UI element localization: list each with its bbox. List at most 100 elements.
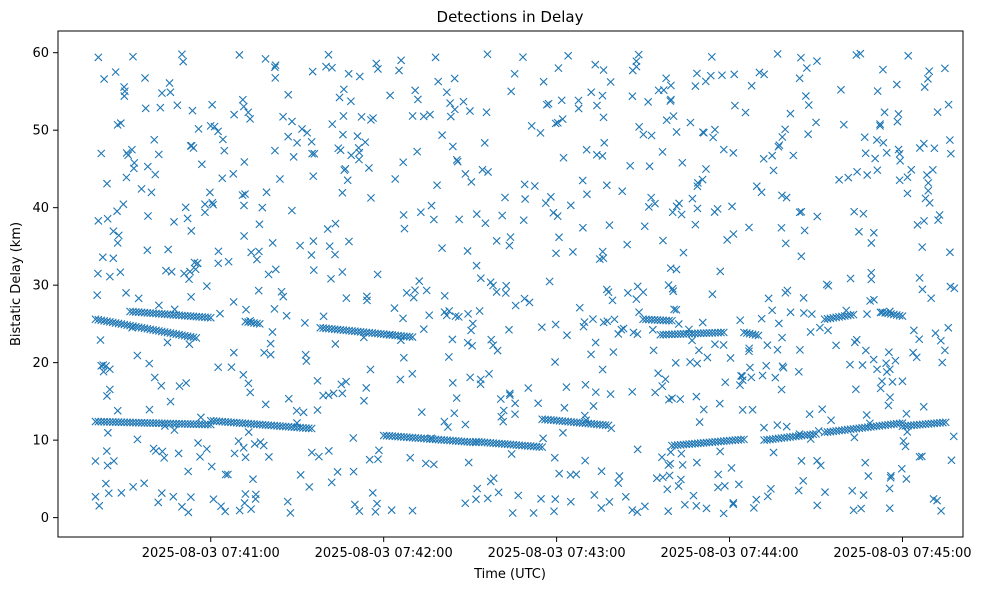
data-point xyxy=(666,95,675,104)
data-point xyxy=(338,130,347,139)
data-point xyxy=(258,203,267,212)
data-point xyxy=(468,341,477,350)
data-point xyxy=(797,207,806,216)
data-point xyxy=(648,325,657,334)
data-point xyxy=(448,378,457,387)
data-point xyxy=(568,247,577,256)
data-point xyxy=(117,488,126,497)
data-point xyxy=(827,416,836,425)
data-point xyxy=(427,201,436,210)
data-point xyxy=(120,418,129,427)
data-point xyxy=(693,359,702,368)
data-point xyxy=(463,338,472,347)
data-point xyxy=(777,223,786,232)
data-point xyxy=(592,101,601,110)
data-point xyxy=(448,142,457,151)
data-point xyxy=(408,369,417,378)
data-point xyxy=(781,239,790,248)
data-point xyxy=(678,460,687,469)
data-point xyxy=(229,348,238,357)
data-point xyxy=(695,418,704,427)
data-point xyxy=(852,335,861,344)
data-point xyxy=(366,365,375,374)
data-point xyxy=(644,202,653,211)
data-point xyxy=(886,471,895,480)
data-point xyxy=(192,333,201,342)
data-point xyxy=(920,83,929,92)
data-point xyxy=(235,50,244,59)
y-tick-label: 10 xyxy=(32,434,49,449)
data-point xyxy=(514,491,523,500)
data-point xyxy=(757,314,766,323)
data-point xyxy=(446,112,455,121)
data-point xyxy=(504,325,513,334)
data-point xyxy=(508,509,517,517)
data-point xyxy=(186,141,195,150)
plot-frame xyxy=(57,30,964,538)
data-point xyxy=(920,216,929,225)
marks-layer xyxy=(91,49,959,518)
data-point xyxy=(466,373,475,382)
data-point xyxy=(98,253,107,262)
data-point xyxy=(120,83,129,92)
data-point xyxy=(293,138,302,147)
data-point xyxy=(443,423,452,432)
data-point xyxy=(691,220,700,229)
data-point xyxy=(239,443,248,452)
data-point xyxy=(614,479,623,488)
data-point xyxy=(644,97,653,106)
data-point xyxy=(492,236,501,245)
data-point xyxy=(903,173,912,182)
data-point xyxy=(893,117,902,126)
data-point xyxy=(814,427,823,435)
data-point xyxy=(892,80,901,89)
data-point xyxy=(738,405,747,414)
data-point xyxy=(658,236,667,245)
data-point xyxy=(221,507,230,516)
data-point xyxy=(804,100,813,109)
data-point xyxy=(869,355,878,364)
data-point xyxy=(600,138,609,147)
data-point xyxy=(885,484,894,493)
data-point xyxy=(917,452,926,461)
data-point xyxy=(633,508,642,517)
data-point xyxy=(661,375,670,384)
data-point xyxy=(166,419,175,428)
data-point xyxy=(804,130,813,139)
data-point xyxy=(668,208,677,217)
data-point xyxy=(763,341,772,350)
data-point xyxy=(745,363,754,372)
data-point xyxy=(313,376,322,385)
data-point xyxy=(309,172,318,181)
data-point xyxy=(626,161,635,170)
data-point xyxy=(143,212,152,220)
data-point xyxy=(716,328,725,337)
data-point xyxy=(260,348,269,357)
data-point xyxy=(924,186,933,195)
data-point xyxy=(588,315,597,324)
data-point xyxy=(782,193,791,202)
data-point xyxy=(849,506,858,515)
data-point xyxy=(473,484,482,493)
data-point xyxy=(582,190,591,199)
data-point xyxy=(501,289,510,298)
data-point xyxy=(574,96,583,105)
data-point xyxy=(103,214,112,223)
data-point xyxy=(247,505,256,514)
data-point xyxy=(862,410,871,419)
data-point xyxy=(736,316,745,325)
data-point xyxy=(872,135,881,144)
data-point xyxy=(502,281,511,290)
data-point xyxy=(472,495,480,504)
data-point xyxy=(563,331,571,340)
data-point xyxy=(885,307,894,316)
x-tick-label: 2025-08-03 07:41:00 xyxy=(142,546,280,561)
data-point xyxy=(169,419,178,428)
data-point xyxy=(109,456,118,465)
data-point xyxy=(191,265,200,274)
data-point xyxy=(703,353,712,362)
data-point xyxy=(284,132,293,141)
data-point xyxy=(357,112,366,121)
data-point xyxy=(264,452,273,461)
data-point xyxy=(239,102,248,111)
